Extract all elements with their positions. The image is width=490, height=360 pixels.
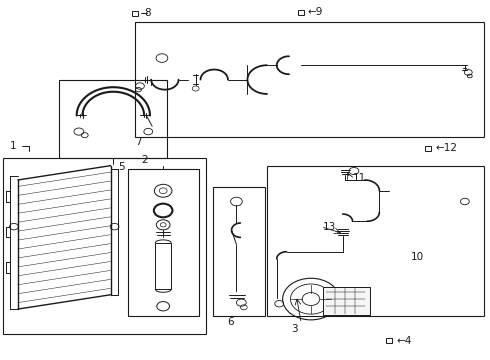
Bar	[128, 169, 198, 316]
Bar	[155, 243, 171, 289]
Bar	[213, 187, 265, 316]
Bar	[135, 22, 485, 137]
Text: 3: 3	[292, 324, 298, 334]
Text: ←9: ←9	[307, 7, 322, 17]
Text: 2: 2	[142, 155, 148, 165]
Text: 8: 8	[144, 8, 150, 18]
Bar	[323, 287, 369, 315]
Text: ←4: ←4	[396, 336, 412, 346]
Bar	[59, 80, 167, 158]
Text: 1: 1	[9, 141, 16, 151]
Bar	[132, 11, 138, 15]
Text: 7: 7	[135, 138, 142, 147]
Bar	[267, 166, 485, 316]
Text: ←12: ←12	[436, 143, 458, 153]
Text: 13: 13	[323, 222, 337, 231]
Text: 10: 10	[411, 252, 424, 262]
Bar	[425, 146, 431, 151]
Bar	[386, 338, 392, 343]
Bar	[298, 10, 304, 14]
Bar	[3, 158, 206, 334]
Text: 5: 5	[118, 162, 124, 172]
Text: 11: 11	[352, 173, 366, 183]
Text: 6: 6	[227, 317, 234, 327]
